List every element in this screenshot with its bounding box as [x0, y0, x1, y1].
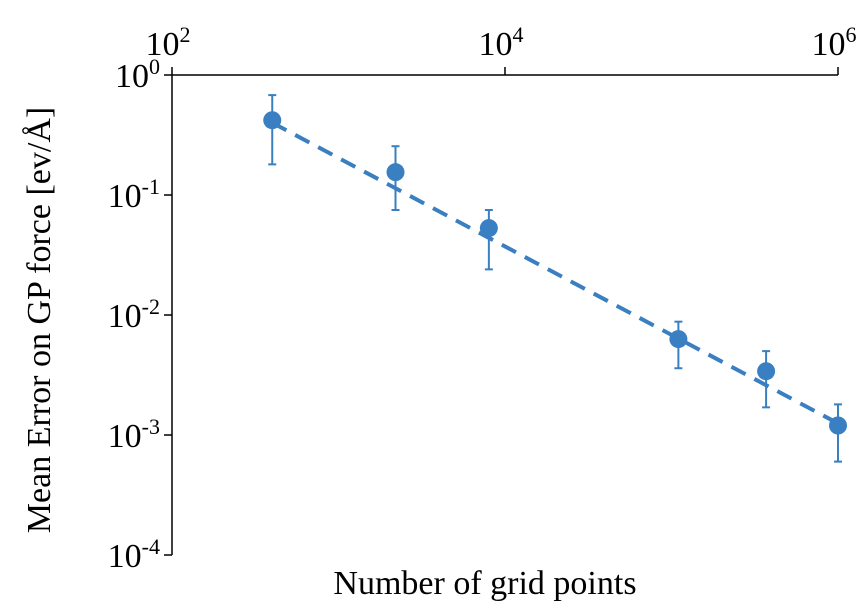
x-axis-title: Number of grid points [333, 565, 636, 602]
y-tick-label: 100 [115, 54, 160, 95]
x-tick-label: 104 [479, 22, 524, 63]
fit-line [271, 120, 839, 426]
y-axis-title: Mean Error on GP force [ev/Å] [21, 107, 58, 533]
y-tick-base: 10 [108, 418, 142, 455]
y-tick-label: 10-2 [108, 294, 160, 335]
y-tick-exponent: -2 [142, 294, 160, 319]
y-tick-base: 10 [115, 58, 149, 95]
data-points [263, 111, 847, 435]
data-point [386, 163, 405, 182]
y-tick-label: 10-3 [108, 414, 160, 455]
x-tick-base: 10 [812, 26, 846, 63]
y-tick-base: 10 [108, 178, 142, 215]
x-tick-exponent: 2 [180, 22, 191, 47]
data-point [757, 362, 776, 381]
x-tick-label: 102 [146, 22, 191, 63]
error-bars [268, 94, 842, 463]
fit-line-group [271, 120, 839, 426]
y-tick-base: 10 [108, 298, 142, 335]
y-tick-label: 10-1 [108, 174, 160, 215]
x-tick-exponent: 4 [513, 22, 524, 47]
y-tick-exponent: -3 [142, 414, 160, 439]
x-tick-base: 10 [146, 26, 180, 63]
data-point [479, 219, 498, 238]
x-tick-label: 106 [812, 22, 857, 63]
y-tick-label: 10-4 [108, 534, 160, 575]
axes [164, 67, 839, 556]
y-tick-base: 10 [108, 538, 142, 575]
y-tick-exponent: -4 [142, 534, 160, 559]
y-tick-exponent: 0 [149, 54, 160, 79]
x-tick-base: 10 [479, 26, 513, 63]
x-tick-exponent: 6 [846, 22, 857, 47]
data-point [829, 416, 847, 435]
x-tick-labels: 102 104 106 [146, 22, 857, 63]
data-point [263, 111, 282, 130]
y-tick-exponent: -1 [142, 174, 160, 199]
data-point [669, 330, 688, 349]
